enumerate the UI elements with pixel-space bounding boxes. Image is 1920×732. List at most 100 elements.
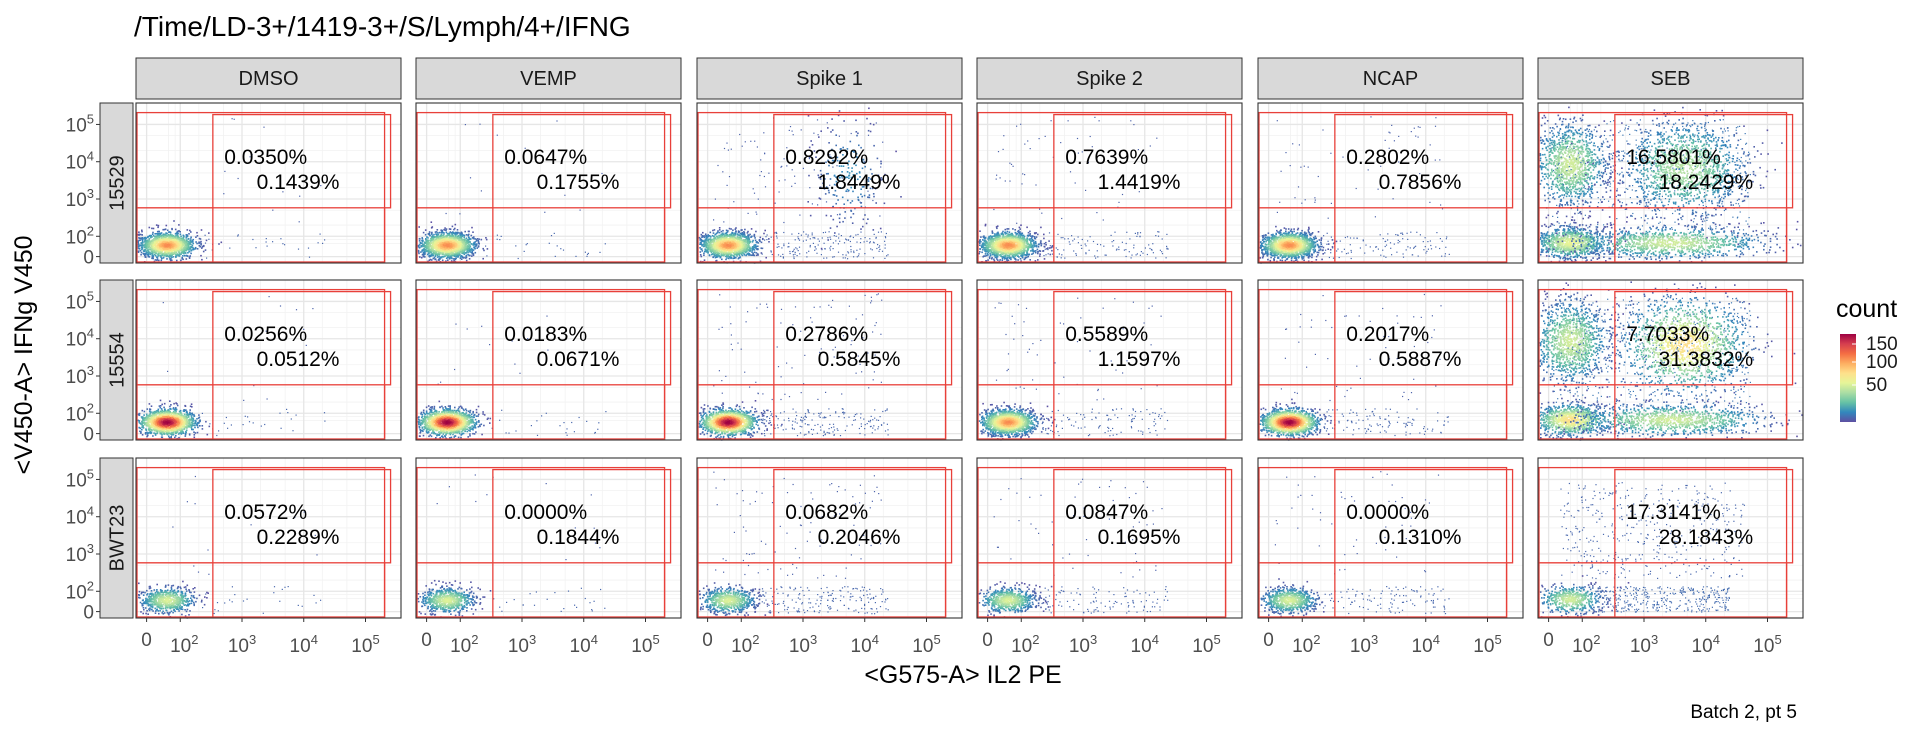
x-tick-label: 0 — [1543, 630, 1554, 651]
y-tick-label: 103 — [66, 541, 94, 566]
panel-15529-vemp: 0.0647%0.1755% — [415, 102, 682, 264]
y-tick-label: 0 — [83, 248, 94, 269]
x-tick-label: 103 — [1630, 632, 1658, 657]
gate-upper-right — [1334, 468, 1514, 564]
x-tick-label: 103 — [1350, 632, 1378, 657]
panel-border — [696, 102, 963, 264]
pct-upper-right: 0.2802% — [1346, 146, 1429, 169]
panel-border — [415, 102, 682, 264]
gate-outer — [416, 111, 666, 263]
pct-gate: 0.1755% — [537, 171, 620, 194]
x-tick-label: 103 — [508, 632, 536, 657]
column-strip-ncap: NCAP — [1257, 57, 1524, 100]
panel-border — [1537, 279, 1804, 441]
pct-gate: 28.1843% — [1659, 526, 1754, 549]
pct-gate: 0.5845% — [818, 348, 901, 371]
row-strip-label: BWT23 — [107, 505, 129, 572]
pct-upper-right: 0.0572% — [224, 501, 307, 524]
panel-border — [135, 102, 402, 264]
pct-gate: 0.5887% — [1379, 348, 1462, 371]
panel-bwt23-dmso: 0.0572%0.2289% — [135, 457, 402, 619]
gate-outer — [697, 466, 947, 618]
pct-gate: 0.1439% — [257, 171, 340, 194]
gate-upper-right — [492, 468, 672, 564]
density-cells — [1260, 471, 1450, 618]
panel-border — [976, 457, 1243, 619]
column-strip-label: DMSO — [239, 68, 299, 90]
panel-bwt23-seb: 17.3141%28.1843% — [1537, 457, 1804, 619]
pct-upper-right: 0.2017% — [1346, 323, 1429, 346]
y-tick-label: 102 — [66, 400, 94, 425]
panel-border — [135, 279, 402, 441]
row-strip-bwt23: BWT23 — [99, 457, 134, 619]
gate-upper-right — [492, 113, 672, 209]
panel-15554-ncap: 0.2017%0.5887% — [1257, 279, 1524, 441]
panel-15554-spike-1: 0.2786%0.5845% — [696, 279, 963, 441]
x-axis-spike-1: 0 102 103 104 105 — [702, 618, 941, 657]
panel-grid — [697, 458, 962, 618]
panel-border — [135, 457, 402, 619]
panel-border — [1537, 457, 1804, 619]
y-tick-label: 102 — [66, 223, 94, 248]
gate-outer — [416, 288, 666, 440]
x-tick-label: 104 — [570, 632, 598, 657]
x-tick-label: 0 — [982, 630, 993, 651]
x-tick-label: 102 — [1292, 632, 1320, 657]
x-tick-label: 102 — [731, 632, 759, 657]
x-tick-label: 102 — [1011, 632, 1039, 657]
pct-upper-right: 7.7033% — [1626, 323, 1709, 346]
x-tick-label: 0 — [141, 630, 152, 651]
pct-upper-right: 0.0000% — [1346, 501, 1429, 524]
x-tick-label: 102 — [1572, 632, 1600, 657]
panel-border — [976, 279, 1243, 441]
x-tick-label: 104 — [1412, 632, 1440, 657]
panel-grid — [136, 103, 401, 263]
pct-gate: 1.1597% — [1098, 348, 1181, 371]
legend-label: 150 — [1866, 334, 1898, 355]
pct-upper-right: 0.0183% — [504, 323, 587, 346]
y-tick-label: 103 — [66, 363, 94, 388]
x-tick-label: 103 — [789, 632, 817, 657]
gate-upper-right — [1053, 113, 1233, 209]
panel-bwt23-ncap: 0.0000%0.1310% — [1257, 457, 1524, 619]
column-strip-seb: SEB — [1537, 57, 1804, 100]
panel-grid — [697, 103, 962, 263]
pct-upper-right: 0.0000% — [504, 501, 587, 524]
x-tick-label: 104 — [851, 632, 879, 657]
panel-bwt23-spike-1: 0.0682%0.2046% — [696, 457, 963, 619]
y-tick-label: 105 — [66, 111, 94, 136]
pct-gate: 0.0671% — [537, 348, 620, 371]
density-cells — [978, 478, 1169, 619]
panel-15529-seb: 16.5801%18.2429% — [1537, 102, 1804, 264]
x-tick-label: 0 — [421, 630, 432, 651]
x-tick-label: 105 — [351, 632, 379, 657]
density-cells — [698, 107, 902, 264]
x-axis-dmso: 0 102 103 104 105 — [141, 618, 380, 657]
x-tick-label: 104 — [1692, 632, 1720, 657]
panel-15554-dmso: 0.0256%0.0512% — [135, 279, 402, 441]
facet-grid: DMSO VEMP Spike 1 Spike 2 NCAP SEB 15529 15554 B… — [66, 57, 1804, 657]
x-tick-label: 0 — [1263, 630, 1274, 651]
panel-grid — [136, 280, 401, 440]
row-strip-label: 15529 — [107, 155, 129, 211]
panel-border — [1257, 279, 1524, 441]
density-cells — [417, 474, 606, 619]
gate-outer — [697, 111, 947, 263]
gate-outer — [977, 111, 1227, 263]
y-tick-label: 102 — [66, 578, 94, 603]
legend-label: 100 — [1866, 352, 1898, 373]
pct-gate: 0.1844% — [537, 526, 620, 549]
panel-border — [696, 279, 963, 441]
panel-grid — [416, 103, 681, 263]
gate-outer — [1538, 111, 1788, 263]
panel-15529-dmso: 0.0350%0.1439% — [135, 102, 402, 264]
panel-15529-spike-1: 0.8292%1.8449% — [696, 102, 963, 264]
density-cells — [1539, 281, 1803, 441]
x-axis-spike-2: 0 102 103 104 105 — [982, 618, 1221, 657]
panel-15529-ncap: 0.2802%0.7856% — [1257, 102, 1524, 264]
gate-upper-right — [1614, 468, 1794, 564]
